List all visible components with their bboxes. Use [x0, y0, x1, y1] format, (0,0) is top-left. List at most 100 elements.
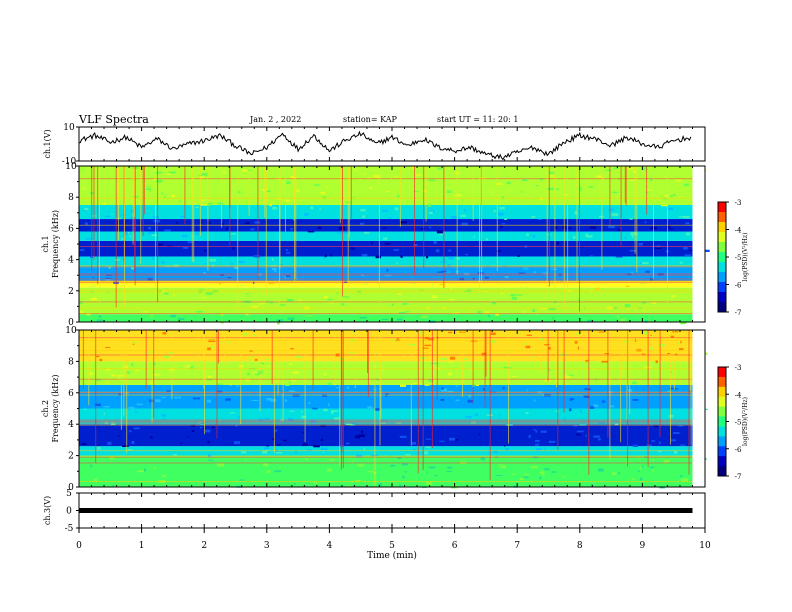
sferic-line	[673, 330, 675, 390]
narrowband-line	[79, 392, 705, 394]
sferic-line	[547, 330, 549, 382]
noise-speck	[493, 209, 496, 213]
noise-speck	[275, 380, 278, 382]
sferic-line	[204, 330, 205, 435]
noise-speck	[227, 341, 230, 344]
noise-speck	[614, 423, 619, 426]
sferic-line	[688, 330, 690, 475]
noise-speck	[121, 237, 124, 240]
colorbar-swatch	[718, 292, 726, 303]
colorbar-swatch	[718, 446, 726, 457]
sferic-line	[143, 166, 145, 214]
sferic-line	[626, 330, 628, 420]
noise-speck	[353, 196, 356, 199]
sferic-line	[221, 166, 223, 228]
noise-speck	[426, 482, 433, 485]
sferic-line	[354, 330, 356, 389]
noise-speck	[672, 194, 676, 196]
noise-speck	[463, 358, 468, 360]
noise-speck	[520, 286, 523, 288]
sferic-line	[197, 330, 199, 370]
noise-speck	[585, 359, 589, 362]
no-data-region	[692, 166, 705, 322]
noise-speck	[153, 467, 156, 470]
noise-speck	[552, 317, 554, 320]
noise-speck	[320, 424, 326, 428]
noise-speck	[177, 318, 185, 320]
narrowband-line	[79, 424, 705, 426]
narrowband-line	[79, 422, 705, 424]
noise-speck	[617, 229, 622, 231]
sferic-line	[462, 330, 463, 397]
noise-speck	[588, 186, 593, 188]
noise-speck	[428, 204, 431, 207]
narrowband-line	[79, 378, 705, 380]
noise-speck	[260, 362, 264, 365]
noise-speck	[620, 318, 626, 322]
noise-speck	[595, 287, 600, 290]
noise-speck	[629, 179, 636, 181]
noise-speck	[289, 390, 296, 392]
noise-speck	[153, 220, 161, 223]
noise-speck	[652, 302, 657, 304]
noise-speck	[207, 202, 213, 206]
noise-speck	[162, 332, 167, 335]
noise-speck	[498, 464, 503, 466]
noise-speck	[241, 319, 244, 321]
noise-speck	[625, 285, 630, 288]
noise-speck	[234, 266, 239, 269]
noise-speck	[305, 313, 313, 317]
noise-speck	[678, 216, 685, 218]
noise-speck	[448, 257, 454, 260]
noise-speck	[93, 479, 98, 482]
noise-speck	[421, 315, 428, 318]
noise-speck	[371, 241, 373, 245]
station-label: station= KAP	[343, 115, 397, 124]
noise-speck	[274, 470, 282, 473]
noise-speck	[436, 230, 443, 234]
noise-speck	[308, 402, 311, 405]
noise-speck	[540, 430, 547, 433]
noise-speck	[490, 191, 494, 193]
noise-speck	[447, 372, 452, 376]
colorbar-swatch	[718, 367, 726, 378]
noise-speck	[238, 191, 241, 194]
noise-speck	[206, 399, 211, 403]
noise-speck	[129, 235, 132, 237]
noise-speck	[463, 291, 469, 292]
sferic-line	[171, 330, 173, 399]
noise-speck	[146, 186, 150, 188]
sferic-line	[378, 166, 380, 314]
noise-speck	[548, 307, 556, 311]
noise-speck	[343, 232, 349, 234]
noise-speck	[131, 341, 137, 343]
noise-speck	[381, 318, 389, 320]
noise-speck	[250, 228, 255, 231]
sferic-line	[620, 330, 622, 443]
noise-speck	[446, 190, 452, 193]
noise-speck	[668, 228, 674, 230]
noise-speck	[649, 466, 655, 468]
noise-speck	[641, 466, 644, 469]
noise-speck	[183, 247, 188, 249]
y-tick-label: 8	[68, 193, 74, 203]
noise-speck	[478, 433, 480, 436]
colorbar-tick-label: -4	[735, 391, 742, 399]
noise-speck	[173, 454, 177, 457]
noise-speck	[375, 353, 377, 355]
noise-speck	[554, 226, 558, 229]
noise-speck	[657, 273, 664, 276]
noise-speck	[640, 477, 643, 481]
noise-speck	[374, 366, 377, 369]
noise-speck	[246, 293, 249, 295]
sferic-line	[97, 166, 99, 285]
noise-speck	[279, 467, 281, 469]
noise-speck	[132, 343, 135, 345]
noise-speck	[87, 286, 93, 288]
narrowband-line	[79, 419, 705, 421]
colorbar-swatch	[718, 376, 726, 388]
noise-speck	[284, 276, 286, 279]
noise-speck	[285, 399, 287, 402]
noise-speck	[549, 171, 555, 174]
noise-speck	[277, 444, 281, 446]
